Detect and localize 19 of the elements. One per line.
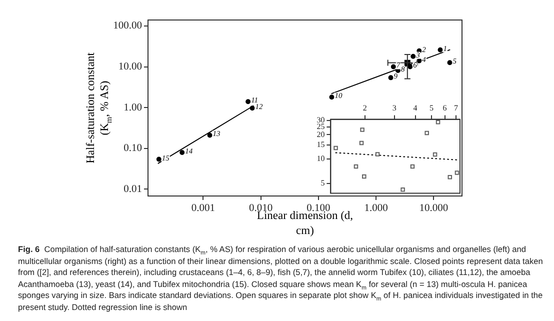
y-tick-label: 10 [316,154,325,164]
x-tick-label: 3 [392,104,396,113]
y-tick-label: 5 [320,178,325,188]
x-tick-label: 0.001 [191,203,216,214]
x-tick-label: 10.000 [419,203,448,214]
x-tick-label: 2 [362,104,367,113]
x-tick-label: 5 [429,104,434,113]
y-tick-label: 15 [316,140,325,149]
caption: Fig. 6 [18,244,40,254]
x-tick-label: 7 [454,104,458,113]
y-tick-label: 0.10 [124,143,142,154]
y-tick-label: 10.00 [118,62,142,73]
x-tick-label: 6 [442,104,447,113]
x-tick-label: 4 [413,104,418,113]
y-tick-label: 0.01 [124,184,142,195]
y-tick-label: 100.00 [113,20,142,32]
y-tick-label: 1.00 [124,102,142,114]
x-tick-label: 1.000 [364,203,388,214]
y-tick-label: 20 [316,130,325,139]
